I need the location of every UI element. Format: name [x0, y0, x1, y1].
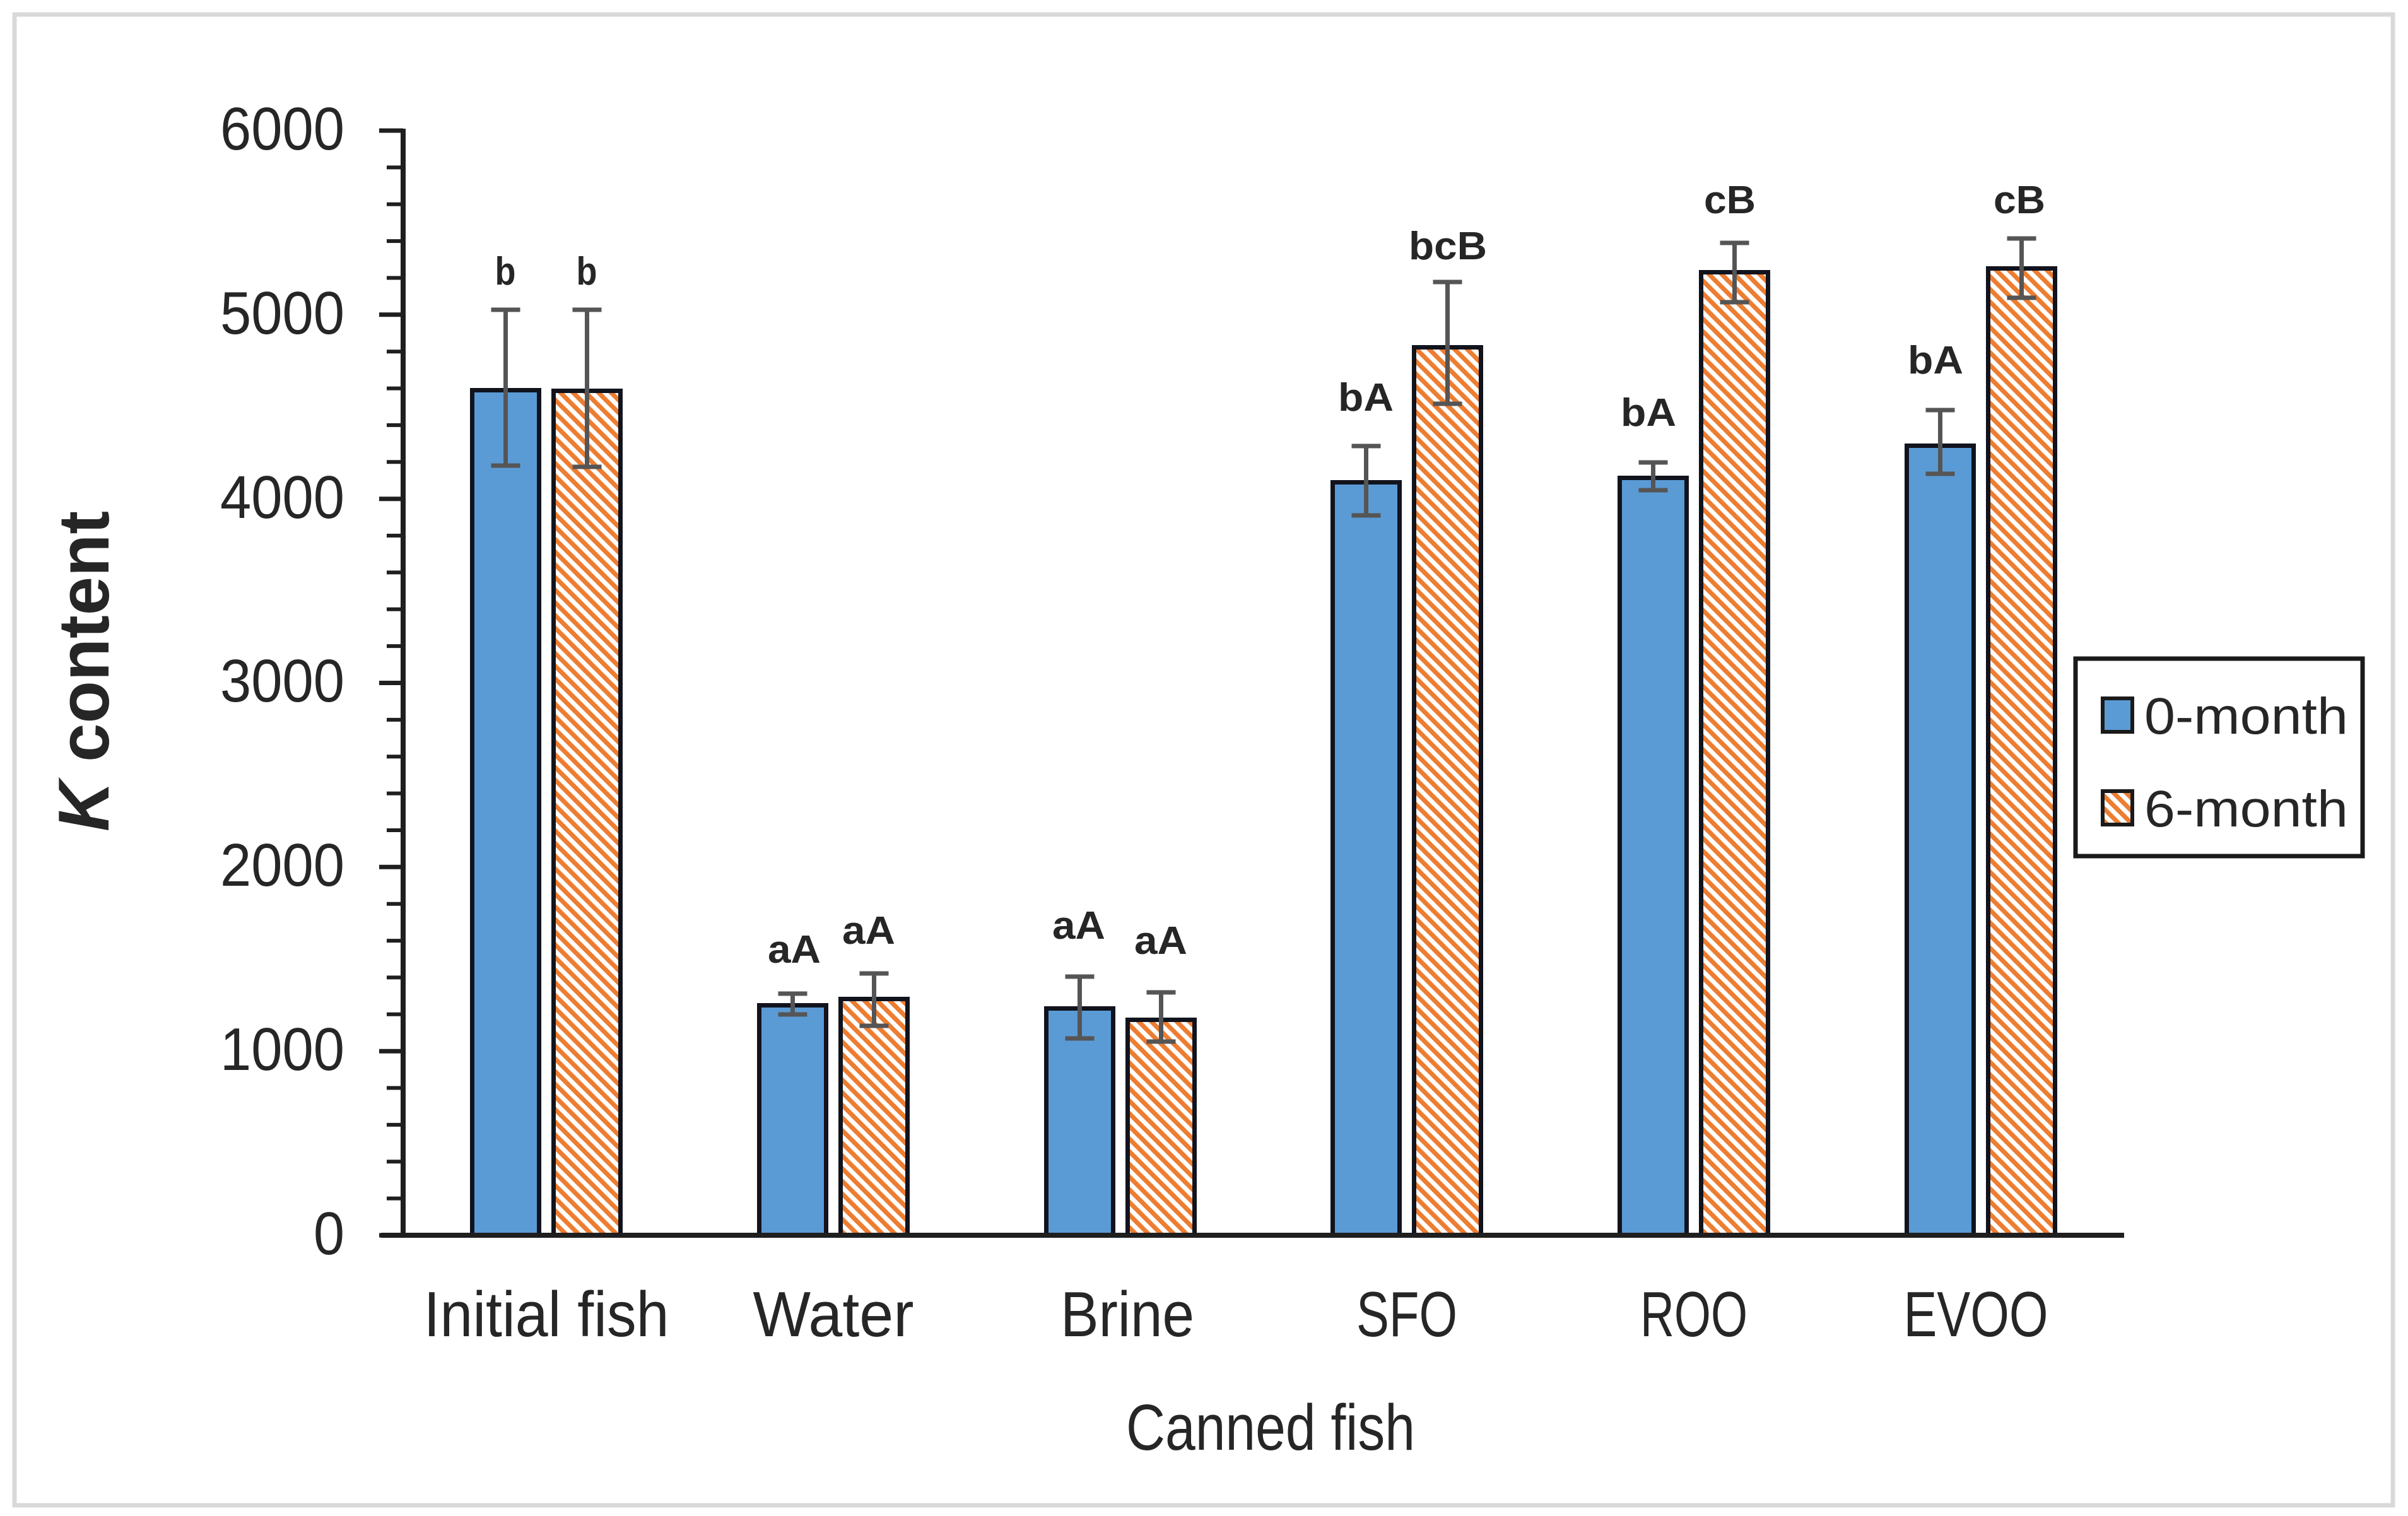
svg-text:bA: bA: [1621, 391, 1676, 435]
svg-text:5000: 5000: [220, 279, 344, 347]
svg-text:Water: Water: [753, 1279, 914, 1350]
svg-text:0-month: 0-month: [2144, 688, 2348, 745]
svg-text:cB: cB: [1704, 179, 1756, 222]
svg-text:Initial fish: Initial fish: [424, 1279, 669, 1350]
svg-text:bcB: bcB: [1409, 225, 1487, 268]
svg-text:ROO: ROO: [1640, 1279, 1747, 1350]
svg-text:bA: bA: [1338, 376, 1394, 420]
svg-text:3000: 3000: [220, 647, 344, 715]
svg-text:2000: 2000: [220, 831, 344, 899]
svg-text:6000: 6000: [220, 95, 344, 163]
svg-text:aA: aA: [1134, 919, 1187, 963]
svg-text:1000: 1000: [220, 1016, 344, 1083]
svg-text:aA: aA: [1052, 904, 1105, 948]
svg-text:aA: aA: [842, 909, 895, 953]
svg-text:b: b: [495, 250, 516, 293]
svg-text:K content: K content: [44, 511, 124, 831]
svg-text:4000: 4000: [220, 464, 344, 531]
svg-text:0: 0: [314, 1200, 344, 1267]
svg-text:cB: cB: [1994, 179, 2045, 222]
svg-text:6-month: 6-month: [2144, 780, 2348, 838]
svg-text:Brine: Brine: [1060, 1279, 1194, 1350]
svg-text:bA: bA: [1908, 339, 1963, 382]
svg-text:b: b: [577, 250, 597, 293]
svg-text:EVOO: EVOO: [1904, 1279, 2048, 1350]
svg-text:SFO: SFO: [1356, 1279, 1457, 1350]
svg-text:aA: aA: [768, 928, 821, 972]
svg-text:Canned fish: Canned fish: [1126, 1391, 1415, 1464]
